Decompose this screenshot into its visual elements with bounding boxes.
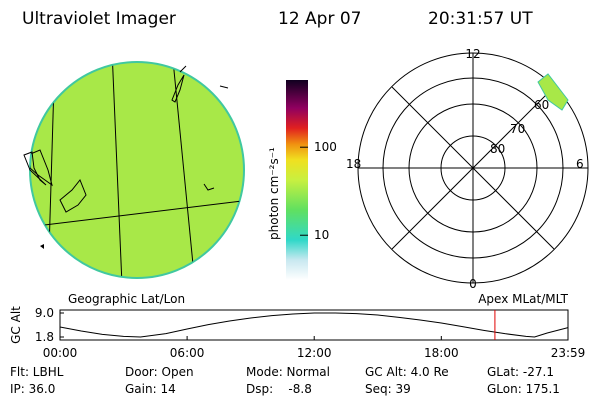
mlt-label: 12 [465, 47, 480, 61]
status-field: Dsp: -8.8 [246, 382, 312, 396]
x-tick-label: 00:00 [43, 346, 78, 360]
y-tick-label: 1.8 [35, 330, 54, 344]
colorbar [286, 80, 308, 280]
panel-label: Geographic Lat/Lon [68, 292, 185, 306]
status-field: GLat: -27.1 [487, 365, 554, 379]
x-tick-label: 18:00 [424, 346, 459, 360]
lat-label: 60 [534, 98, 549, 112]
altitude-line [59, 312, 569, 338]
x-tick-label: 23:59 [551, 346, 586, 360]
mlt-label: 18 [346, 157, 361, 171]
status-field: GC Alt: 4.0 Re [365, 365, 449, 379]
plot-frame [59, 309, 569, 341]
mlt-label: 0 [469, 277, 477, 291]
status-field: Flt: LBHL [10, 365, 64, 379]
x-tick-label: 12:00 [297, 346, 332, 360]
status-field: Gain: 14 [125, 382, 176, 396]
title: Ultraviolet Imager [22, 9, 176, 29]
lat-label: 70 [510, 122, 525, 136]
y-tick-label: 9.0 [35, 306, 54, 320]
earth-image [23, 61, 245, 279]
status-field: Mode: Normal [246, 365, 330, 379]
time: 20:31:57 UT [428, 9, 533, 29]
polar-plot [357, 52, 589, 284]
status-field: Door: Open [125, 365, 194, 379]
colorbar-tick-label: 10 [314, 228, 329, 242]
y-axis-label: GC Alt [9, 306, 23, 344]
status-field: GLon: 175.1 [487, 382, 560, 396]
colorbar-label: photon cm⁻²s⁻¹ [267, 147, 281, 240]
mlt-label: 6 [576, 157, 584, 171]
status-field: Seq: 39 [365, 382, 411, 396]
x-tick-label: 06:00 [170, 346, 205, 360]
colorbar-tick-label: 100 [314, 140, 337, 154]
panel-label: Apex MLat/MLT [478, 292, 568, 306]
status-field: IP: 36.0 [10, 382, 55, 396]
lat-label: 80 [490, 142, 505, 156]
date: 12 Apr 07 [278, 9, 361, 29]
